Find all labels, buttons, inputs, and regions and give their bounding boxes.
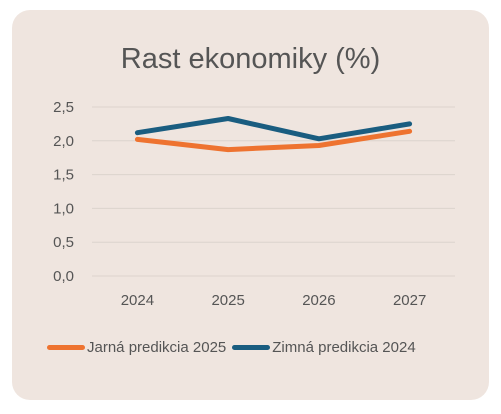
legend-swatch-spring [47, 345, 85, 350]
y-tick-label: 2,5 [53, 99, 74, 116]
y-tick-label: 0,5 [53, 234, 74, 251]
legend-item-winter: Zimná predikcia 2024 [232, 339, 416, 356]
x-tick-label: 2025 [211, 292, 244, 309]
chart-title: Rast ekonomiky (%) [120, 43, 381, 75]
legend-label-winter: Zimná predikcia 2024 [272, 339, 416, 356]
y-tick-label: 1,5 [53, 167, 74, 184]
x-tick-label: 2027 [393, 292, 426, 309]
chart-legend: Jarná predikcia 2025 Zimná predikcia 202… [47, 339, 416, 356]
series-line-0 [134, 128, 413, 153]
y-tick-label: 0,0 [53, 268, 74, 285]
chart-card [12, 10, 489, 400]
legend-item-spring: Jarná predikcia 2025 [47, 339, 226, 356]
y-tick-label: 1,0 [53, 200, 74, 217]
y-tick-label: 2,0 [53, 133, 74, 150]
legend-swatch-winter [232, 345, 271, 350]
legend-label-spring: Jarná predikcia 2025 [87, 339, 227, 356]
series-line-1 [134, 116, 413, 142]
x-tick-label: 2024 [121, 292, 154, 309]
x-tick-label: 2026 [302, 292, 335, 309]
